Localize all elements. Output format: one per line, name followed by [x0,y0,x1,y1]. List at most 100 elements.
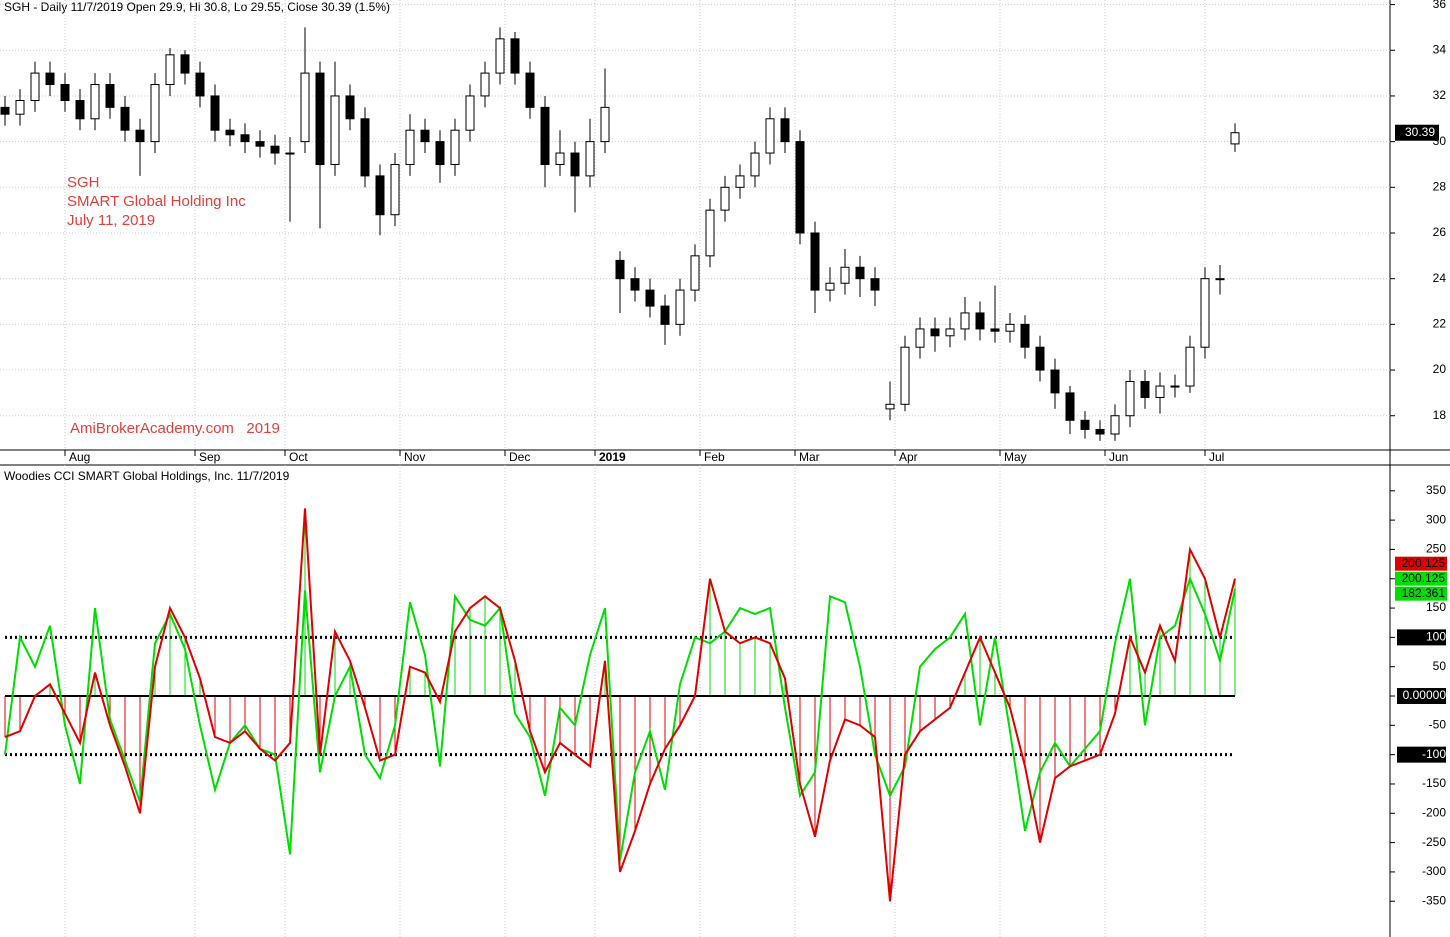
x-tick-label: Apr [899,450,918,464]
candle-body [720,186,730,211]
candle-body [195,72,205,97]
candle-body [930,328,940,337]
y-tick-label: -250 [1422,835,1446,849]
candle-body [825,282,835,291]
y-tick-label: 34 [1433,42,1447,56]
y-tick-label: 150 [1426,600,1446,614]
value-box [1395,586,1447,601]
y-tick-label: 26 [1433,225,1447,239]
candle-body [105,84,115,108]
candle-body [840,266,850,284]
level-box [1397,746,1446,763]
candle-body [330,95,340,165]
y-tick-label: 24 [1433,271,1447,285]
candle-body [450,129,460,165]
y-tick-label: 18 [1433,408,1447,422]
cci-line [4,508,1236,902]
candle-body [540,106,550,165]
candle-body [885,403,895,410]
x-tick-label: Sep [199,450,221,464]
candle-body [315,72,325,165]
level-box [1397,688,1446,705]
y-tick-label: -350 [1422,893,1446,907]
candle-body [480,72,490,97]
level-box [1397,629,1446,646]
x-tick-label: Jul [1209,450,1224,464]
candle-body [795,141,805,234]
y-tick-label: 20 [1433,362,1447,376]
candle-body [555,152,565,165]
candle-body [390,163,400,216]
value-box [1395,556,1447,571]
y-tick-label: -100 [1422,747,1446,761]
grid-layer [64,0,1206,450]
candle-body [60,84,70,102]
candle-body [495,38,505,74]
candle-body [1125,380,1135,417]
x-tick-label: Aug [69,450,90,464]
candle-body [135,129,145,143]
candle-body [1080,419,1090,430]
candle-body [420,129,430,143]
candle-body [855,266,865,280]
x-tick-label: Oct [289,450,308,464]
candle-body [945,328,955,337]
candle-body [870,278,880,291]
candle-body [405,129,415,165]
y-tick-label: 28 [1433,179,1447,193]
y-tick-label: 32 [1433,88,1447,102]
last-price-box [1395,124,1439,141]
candle-body [1185,346,1195,387]
candle-body [180,54,190,74]
value-label: 200.125 [1402,571,1446,585]
y-tick-label: 250 [1426,542,1446,556]
chart-title: Woodies CCI SMART Global Holdings, Inc. … [4,469,290,483]
candle-body [1215,278,1225,281]
candle-body [1170,385,1180,388]
candle-body [375,175,385,216]
candle-body [630,278,640,291]
candle-body [585,141,595,177]
value-box [1395,571,1447,586]
candle-body [465,95,475,131]
candle-body [735,175,745,188]
candle-body [270,145,280,154]
candle-body [15,100,25,115]
candle-body [165,54,175,86]
candle-body [810,232,820,291]
candle-body [1020,323,1030,348]
value-label: 200.125 [1402,556,1446,570]
candle-body [1065,392,1075,421]
candle-body [360,118,370,177]
y-tick-label: 0.00000 [1403,688,1447,702]
candle-body [345,95,355,120]
y-tick-label: 36 [1433,0,1447,11]
candle-body [510,38,520,74]
candle-body [660,305,670,325]
candle-body [1110,415,1120,435]
x-tick-label: Dec [509,450,530,464]
candle-body [285,152,295,155]
annotation: SGH [67,174,100,191]
candle-body [900,346,910,405]
candle-body [960,312,970,330]
candle-body [705,209,715,257]
candle-body [675,289,685,325]
candle-body [750,152,760,177]
candle-body [75,100,85,120]
annotation: July 11, 2019 [67,212,155,229]
candle-body [300,72,310,143]
candle-body [1230,132,1240,145]
chart-title: SGH - Daily 11/7/2019 Open 29.9, Hi 30.8… [4,0,390,14]
candle-body [765,118,775,154]
candle-body [1095,428,1105,435]
y-tick-label: 100 [1426,630,1446,644]
x-tick-label: Nov [404,450,425,464]
value-label: 182.361 [1402,586,1446,600]
x-tick-label: May [1004,450,1027,464]
candle-body [120,106,130,131]
y-tick-label: -300 [1422,864,1446,878]
y-tick-label: 22 [1433,317,1447,331]
x-tick-label: Jun [1109,450,1128,464]
y-tick-label: -50 [1429,718,1447,732]
